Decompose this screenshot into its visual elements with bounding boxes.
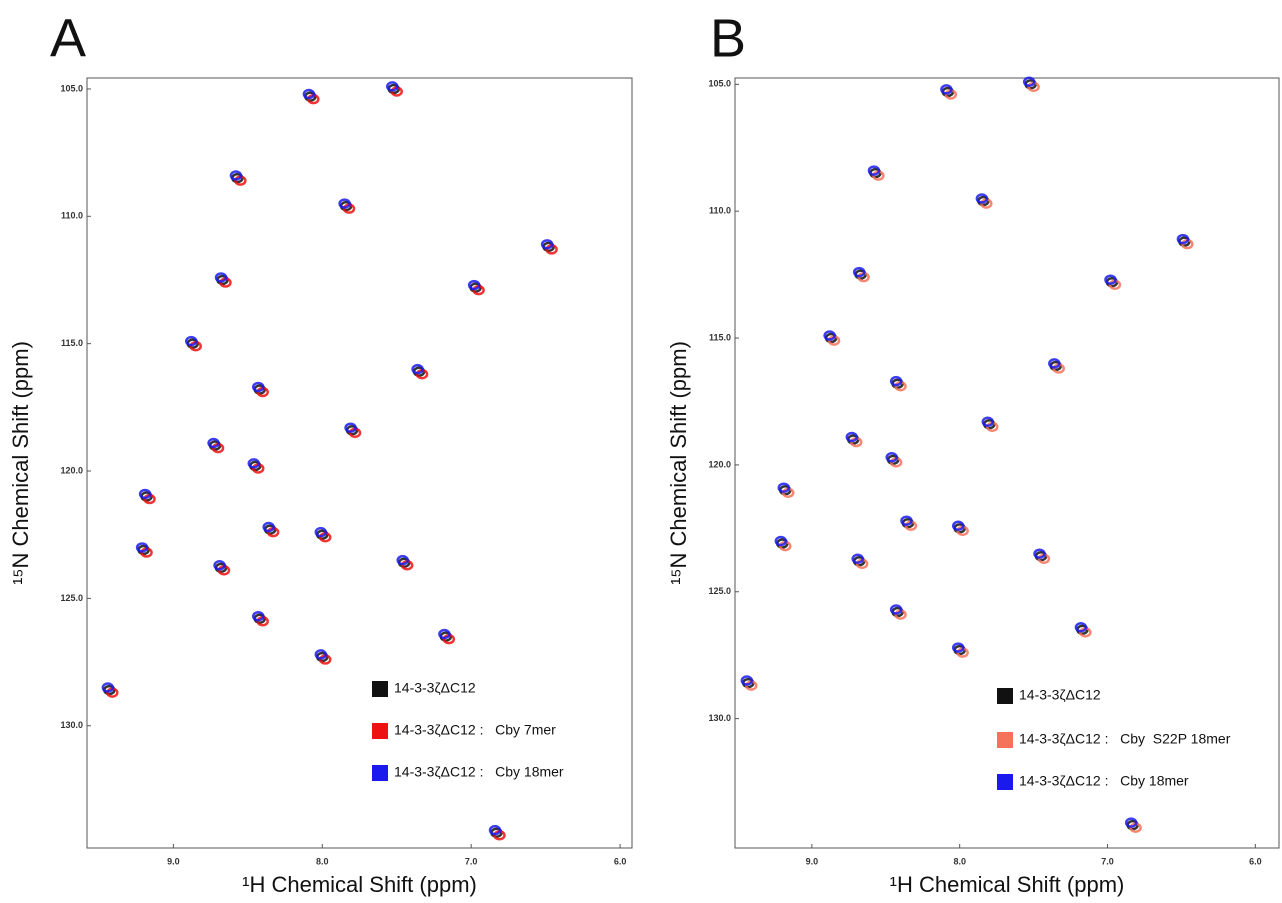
y-tick-label: 130.0 [60,720,83,730]
peak [740,675,754,686]
x-tick-label: 6.0 [614,856,627,866]
panel-label: B [710,8,746,68]
y-tick-label: 120.0 [60,465,83,475]
legend-swatch [372,765,388,781]
y-tick-label: 125.0 [708,586,731,596]
peak [251,381,265,393]
peak [885,452,898,463]
x-tick-label: 6.0 [1249,856,1262,866]
legend-swatch [372,681,388,697]
peak [207,437,220,449]
legend-swatch [372,723,388,739]
plot-frame [734,77,1280,849]
peak [262,521,275,533]
legend-label: 14-3-3ζΔC12 [1019,687,1101,703]
peak [889,375,903,387]
x-tick-label: 9.0 [806,856,819,866]
peak [488,824,502,836]
peak [777,482,791,493]
peak [396,554,409,566]
peak [214,272,228,283]
peak [951,520,965,532]
y-tick-label: 130.0 [708,713,731,723]
peak [411,363,424,375]
legend-swatch [997,688,1013,704]
peak [386,81,399,92]
y-tick-label: 110.0 [61,211,83,221]
y-tick-label: 105.0 [708,79,731,89]
peak [851,553,864,565]
x-tick-label: 7.0 [465,856,478,866]
legend-swatch [997,732,1013,748]
peak [951,642,965,653]
y-tick-label: 115.0 [61,338,83,348]
peak [251,610,265,622]
peak [135,542,149,553]
peak [889,604,903,615]
y-tick-label: 110.0 [709,206,731,216]
x-tick-label: 8.0 [316,856,329,866]
peak [1022,76,1036,88]
y-tick-label: 120.0 [708,459,731,469]
peak [1048,358,1061,369]
peak [1074,622,1088,633]
x-tick-label: 9.0 [167,856,180,866]
legend-label: 14-3-3ζΔC12 : Cby 7mer [394,722,556,738]
plot-frame [86,77,633,849]
y-tick-label: 105.0 [60,83,83,93]
x-tick-label: 7.0 [1101,856,1114,866]
peak [302,88,316,100]
peak [344,422,357,433]
peak [845,431,859,443]
legend-label: 14-3-3ζΔC12 : Cby 18mer [1019,773,1189,789]
peak [823,330,836,341]
peak [852,266,866,278]
legend-label: 14-3-3ζΔC12 : Cby 18mer [394,764,564,780]
peak [213,560,226,571]
peak [314,649,328,660]
peak [540,239,554,250]
peak [774,535,788,547]
panel-label: A [50,8,86,68]
y-tick-label: 125.0 [60,593,83,603]
peak [1124,817,1138,828]
peak [1033,548,1046,559]
legend-swatch [997,774,1013,790]
peak [229,170,243,181]
peak [975,193,989,204]
peak [867,165,881,176]
peak [1104,274,1117,285]
x-axis-title: ¹H Chemical Shift (ppm) [890,872,1125,897]
legend-label: 14-3-3ζΔC12 [394,680,476,696]
peak [1176,233,1190,245]
peak [138,488,152,500]
peak [940,84,953,95]
y-axis-title: ¹⁵N Chemical Shift (ppm) [8,341,33,585]
peak [900,515,913,526]
legend-label: 14-3-3ζΔC12 : Cby S22P 18mer [1019,731,1231,747]
y-tick-label: 115.0 [709,332,731,342]
peak [314,526,328,538]
peak [338,198,351,209]
peak [467,279,481,291]
peak [438,628,451,640]
peak [184,335,198,347]
x-axis-title: ¹H Chemical Shift (ppm) [242,872,477,897]
x-tick-label: 8.0 [953,856,966,866]
peak [247,458,261,469]
peak [981,416,995,428]
y-axis-title: ¹⁵N Chemical Shift (ppm) [666,341,691,585]
peak [101,682,115,693]
